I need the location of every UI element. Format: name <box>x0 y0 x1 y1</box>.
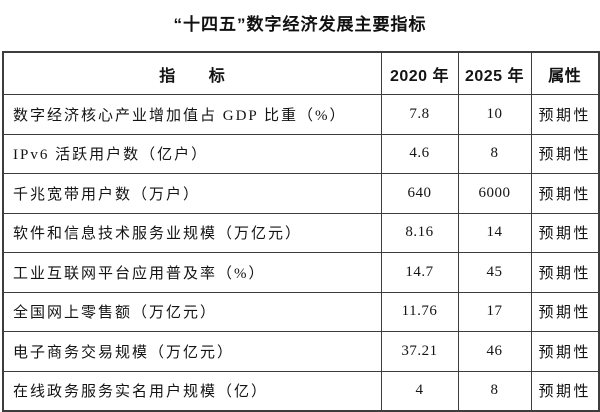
value-2025-cell: 6000 <box>457 173 532 214</box>
indicators-table: 指 标 2020 年 2025 年 属性 数字经济核心产业增加值占 GDP 比重… <box>2 51 600 412</box>
indicator-cell: 电子商务交易规模（万亿元） <box>2 331 382 372</box>
table-row: 工业互联网平台应用普及率（%） 14.7 45 预期性 <box>2 252 600 293</box>
value-2020-cell: 37.21 <box>380 331 459 372</box>
indicator-cell: 在线政务服务实名用户规模（亿） <box>2 370 382 412</box>
attribute-cell: 预期性 <box>530 291 600 332</box>
attribute-cell: 预期性 <box>530 133 600 174</box>
table-row: IPv6 活跃用户数（亿户） 4.6 8 预期性 <box>2 133 600 174</box>
value-2020-cell: 4 <box>380 370 459 412</box>
table-row: 千兆宽带用户数（万户） 640 6000 预期性 <box>2 173 600 214</box>
value-2025-cell: 10 <box>457 94 532 135</box>
value-2020-cell: 14.7 <box>380 252 459 293</box>
attribute-cell: 预期性 <box>530 331 600 372</box>
table-row: 数字经济核心产业增加值占 GDP 比重（%） 7.8 10 预期性 <box>2 94 600 135</box>
value-2020-cell: 7.8 <box>380 94 459 135</box>
table-row: 在线政务服务实名用户规模（亿） 4 8 预期性 <box>2 370 600 412</box>
table-row: 软件和信息技术服务业规模（万亿元） 8.16 14 预期性 <box>2 212 600 253</box>
indicator-cell: 千兆宽带用户数（万户） <box>2 173 382 214</box>
header-2025: 2025 年 <box>457 51 532 95</box>
value-2020-cell: 4.6 <box>380 133 459 174</box>
value-2020-cell: 8.16 <box>380 212 459 253</box>
header-2020: 2020 年 <box>380 51 459 95</box>
attribute-cell: 预期性 <box>530 173 600 214</box>
value-2025-cell: 46 <box>457 331 532 372</box>
value-2025-cell: 8 <box>457 370 532 412</box>
table-row: 电子商务交易规模（万亿元） 37.21 46 预期性 <box>2 331 600 372</box>
indicator-cell: IPv6 活跃用户数（亿户） <box>2 133 382 174</box>
page-title: “十四五”数字经济发展主要指标 <box>173 15 427 34</box>
indicator-cell: 软件和信息技术服务业规模（万亿元） <box>2 212 382 253</box>
value-2020-cell: 11.76 <box>380 291 459 332</box>
table-row: 全国网上零售额（万亿元） 11.76 17 预期性 <box>2 291 600 332</box>
indicator-cell: 全国网上零售额（万亿元） <box>2 291 382 332</box>
attribute-cell: 预期性 <box>530 370 600 412</box>
header-row: 指 标 2020 年 2025 年 属性 <box>2 51 600 95</box>
attribute-cell: 预期性 <box>530 212 600 253</box>
value-2025-cell: 14 <box>457 212 532 253</box>
indicator-cell: 数字经济核心产业增加值占 GDP 比重（%） <box>2 94 382 135</box>
value-2025-cell: 8 <box>457 133 532 174</box>
attribute-cell: 预期性 <box>530 94 600 135</box>
value-2020-cell: 640 <box>380 173 459 214</box>
header-attribute: 属性 <box>530 51 600 95</box>
indicator-cell: 工业互联网平台应用普及率（%） <box>2 252 382 293</box>
header-indicator: 指 标 <box>2 51 382 95</box>
attribute-cell: 预期性 <box>530 252 600 293</box>
value-2025-cell: 17 <box>457 291 532 332</box>
value-2025-cell: 45 <box>457 252 532 293</box>
